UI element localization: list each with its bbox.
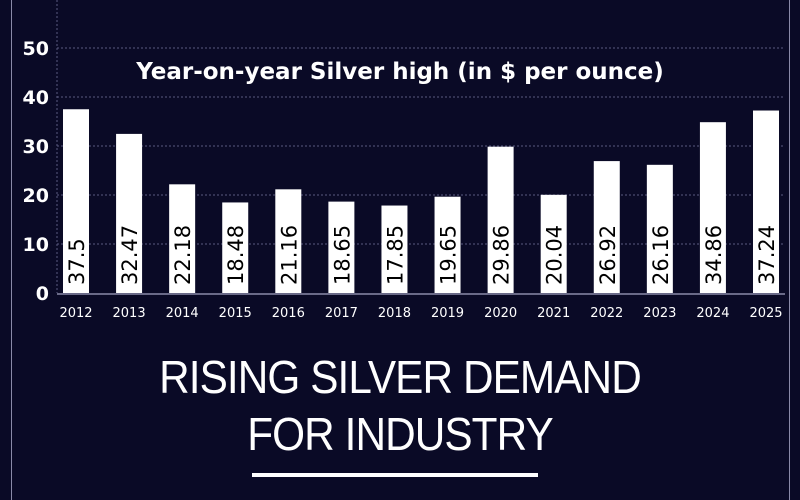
x-tick-label: 2018: [378, 306, 411, 321]
heading-line-1: RISING SILVER DEMAND: [159, 351, 642, 403]
y-tick-label: 20: [23, 185, 49, 207]
bar: [275, 189, 302, 293]
y-tick-label: 50: [23, 38, 49, 60]
bar-data-label: 18.48: [224, 225, 248, 285]
y-tick-label: 0: [36, 283, 49, 305]
bar-data-label: 37.5: [65, 238, 89, 285]
bar-data-label: 22.18: [171, 225, 195, 285]
bar-chart: 0 10 20 30 40 50 37.5 32.47 22.18 18.48 21.16 18.6…: [23, 0, 785, 321]
bar-data-label: 17.85: [383, 225, 407, 285]
y-axis-ticks: 0 10 20 30 40 50: [23, 38, 49, 305]
bar: [328, 201, 355, 293]
x-tick-label: 2016: [272, 306, 305, 321]
bar: [487, 146, 514, 293]
x-tick-label: 2020: [484, 306, 517, 321]
bar: [753, 110, 779, 293]
bar-data-label: 34.86: [702, 225, 726, 285]
bar-data-label: 32.47: [118, 225, 142, 285]
y-tick-label: 40: [23, 87, 49, 109]
bar-data-label: 26.16: [649, 225, 673, 285]
bar: [593, 161, 620, 293]
bar-data-label: 18.65: [330, 225, 354, 285]
bar: [169, 184, 196, 293]
heading-underline: [252, 473, 538, 477]
x-tick-label: 2025: [749, 306, 782, 321]
y-tick-label: 30: [23, 136, 49, 158]
gridlines: [56, 0, 785, 295]
x-tick-label: 2023: [643, 306, 676, 321]
x-tick-label: 2017: [325, 306, 358, 321]
bar-data-label: 20.04: [543, 225, 567, 285]
x-tick-label: 2013: [113, 306, 146, 321]
x-tick-label: 2022: [590, 306, 623, 321]
bar-data-label: 26.92: [596, 225, 620, 285]
bar-data-label: 29.86: [490, 225, 514, 285]
frame-line-right: [789, 0, 790, 500]
x-tick-label: 2014: [166, 306, 199, 321]
bar-data-label: 21.16: [277, 225, 301, 285]
bar: [381, 205, 408, 293]
x-tick-label: 2012: [59, 306, 92, 321]
x-axis-ticks: 2012 2013 2014 2015 2016 2017 2018 2019 2020 2021…: [59, 306, 782, 321]
x-tick-label: 2024: [696, 306, 729, 321]
chart-title: Year-on-year Silver high (in $ per ounce…: [135, 59, 664, 85]
bar-data-label: 19.65: [437, 225, 461, 285]
bars: 37.5 32.47 22.18 18.48 21.16 18.65 17.85 19.65 2…: [63, 109, 779, 293]
x-tick-label: 2019: [431, 306, 464, 321]
bar: [63, 109, 89, 293]
bar: [699, 122, 726, 293]
bar-data-label: 37.24: [755, 225, 779, 285]
x-tick-label: 2015: [219, 306, 252, 321]
y-tick-label: 10: [23, 234, 49, 256]
heading-line-2: FOR INDUSTRY: [247, 408, 554, 460]
bar: [540, 194, 567, 293]
frame-line-left: [11, 0, 12, 500]
bar: [222, 202, 249, 293]
bar: [434, 196, 461, 293]
bar: [116, 133, 143, 293]
bar: [646, 164, 673, 293]
x-tick-label: 2021: [537, 306, 570, 321]
